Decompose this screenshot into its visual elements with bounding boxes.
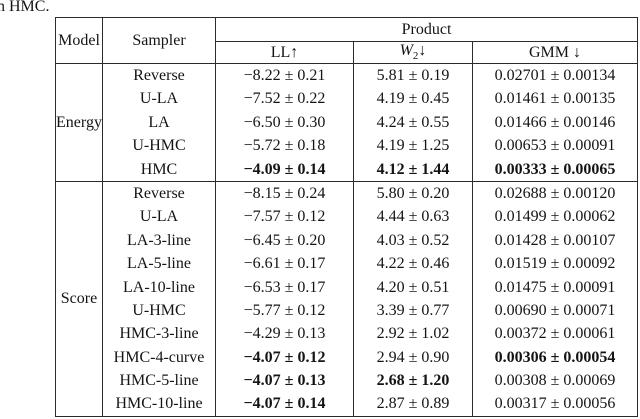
col-header-ll: LL↑ <box>215 41 354 64</box>
cell-ll: −6.45 ± 0.20 <box>215 228 354 253</box>
table-row: HMC-4-curve −4.07 ± 0.12 2.94 ± 0.90 0.0… <box>56 345 639 370</box>
cell-ll: −7.52 ± 0.22 <box>215 87 354 111</box>
table-row: Energy Reverse −8.22 ± 0.21 5.81 ± 0.19 … <box>55 63 639 182</box>
cell-ll: −4.07 ± 0.14 <box>215 392 354 417</box>
cell-ll: −4.07 ± 0.13 <box>215 369 354 393</box>
caption-fragment: n HMC. <box>0 0 50 15</box>
cell-ll: −5.72 ± 0.18 <box>215 134 354 158</box>
table-row: U-LA −7.57 ± 0.12 4.44 ± 0.63 0.01499 ± … <box>56 205 639 229</box>
cell-w2: 4.24 ± 0.55 <box>353 110 473 135</box>
cell-sampler: HMC-10-line <box>102 392 216 417</box>
results-table: Model Sampler Product LL↑ W2↓ GMM ↓ Ener… <box>55 17 639 417</box>
cell-w2: 5.81 ± 0.19 <box>353 63 473 88</box>
cell-gmm: 0.00333 ± 0.00065 <box>471 157 639 182</box>
cell-w2: 4.20 ± 0.51 <box>353 275 473 299</box>
cell-sampler: LA-3-line <box>102 228 216 253</box>
col-header-w2: W2↓ <box>353 41 473 64</box>
cell-w2: 4.22 ± 0.46 <box>353 252 473 276</box>
cell-ll: −4.07 ± 0.12 <box>215 345 354 370</box>
cell-gmm: 0.02688 ± 0.00120 <box>471 181 639 206</box>
cell-ll: −6.53 ± 0.17 <box>215 275 354 299</box>
cell-w2: 4.03 ± 0.52 <box>353 228 473 253</box>
table-row: LA-10-line −6.53 ± 0.17 4.20 ± 0.51 0.01… <box>56 275 639 299</box>
table-row: U-LA −7.52 ± 0.22 4.19 ± 0.45 0.01461 ± … <box>56 87 639 111</box>
cell-gmm: 0.01475 ± 0.00091 <box>471 275 639 299</box>
model-cell-energy: Energy <box>55 63 103 182</box>
cell-sampler: HMC-5-line <box>102 369 216 393</box>
cell-gmm: 0.00306 ± 0.00054 <box>471 345 639 370</box>
cell-sampler: Reverse <box>102 63 216 88</box>
cell-sampler: HMC <box>102 157 216 182</box>
cell-sampler: LA-10-line <box>102 275 216 299</box>
cell-sampler: LA <box>102 110 216 135</box>
table-row: HMC −4.09 ± 0.14 4.12 ± 1.44 0.00333 ± 0… <box>56 157 639 182</box>
table-row: U-HMC −5.77 ± 0.12 3.39 ± 0.77 0.00690 ±… <box>56 298 639 323</box>
table-row: U-HMC −5.72 ± 0.18 4.19 ± 1.25 0.00653 ±… <box>56 134 639 158</box>
cell-gmm: 0.00372 ± 0.00061 <box>471 322 639 346</box>
cell-ll: −6.50 ± 0.30 <box>215 110 354 135</box>
table-row: LA −6.50 ± 0.30 4.24 ± 0.55 0.01466 ± 0.… <box>56 110 639 135</box>
cell-gmm: 0.01519 ± 0.00092 <box>471 252 639 276</box>
cell-w2: 4.44 ± 0.63 <box>353 205 473 229</box>
table-row: HMC-3-line −4.29 ± 0.13 2.92 ± 1.02 0.00… <box>56 322 639 346</box>
cell-ll: −7.57 ± 0.12 <box>215 205 354 229</box>
cell-sampler: U-LA <box>102 87 216 111</box>
section-energy: Energy Reverse −8.22 ± 0.21 5.81 ± 0.19 … <box>55 63 639 182</box>
cell-ll: −4.29 ± 0.13 <box>215 322 354 346</box>
cell-sampler: Reverse <box>102 181 216 206</box>
col-header-gmm: GMM ↓ <box>471 41 639 64</box>
w2-symbol: W <box>399 42 413 60</box>
table-header: Model Sampler Product LL↑ W2↓ GMM ↓ <box>55 17 639 64</box>
cell-w2: 5.80 ± 0.20 <box>353 181 473 206</box>
cell-ll: −8.15 ± 0.24 <box>215 181 354 206</box>
model-cell-score: Score <box>55 181 103 417</box>
header-row-top: Model Sampler Product <box>55 17 639 64</box>
cell-gmm: 0.00653 ± 0.00091 <box>471 134 639 158</box>
cell-w2: 3.39 ± 0.77 <box>353 298 473 323</box>
cell-ll: −5.77 ± 0.12 <box>215 298 354 323</box>
col-header-model: Model <box>55 17 103 64</box>
col-header-sampler: Sampler <box>102 17 216 64</box>
cell-sampler: LA-5-line <box>102 252 216 276</box>
header-row-sub: LL↑ W2↓ GMM ↓ <box>56 41 639 64</box>
cell-gmm: 0.01466 ± 0.00146 <box>471 110 639 135</box>
table-row: HMC-10-line −4.07 ± 0.14 2.87 ± 0.89 0.0… <box>56 392 639 417</box>
table-row: LA-3-line −6.45 ± 0.20 4.03 ± 0.52 0.014… <box>56 228 639 253</box>
cell-gmm: 0.02701 ± 0.00134 <box>471 63 639 88</box>
cell-sampler: U-HMC <box>102 298 216 323</box>
cell-gmm: 0.00690 ± 0.00071 <box>471 298 639 323</box>
w2-subscript: 2 <box>412 50 419 63</box>
table-row: HMC-5-line −4.07 ± 0.13 2.68 ± 1.20 0.00… <box>56 369 639 393</box>
cell-ll: −6.61 ± 0.17 <box>215 252 354 276</box>
cell-sampler: U-LA <box>102 205 216 229</box>
cell-gmm: 0.01428 ± 0.00107 <box>471 228 639 253</box>
section-score: Score Reverse −8.15 ± 0.24 5.80 ± 0.20 0… <box>55 181 639 417</box>
cell-w2: 2.94 ± 0.90 <box>353 345 473 370</box>
down-arrow-icon: ↓ <box>418 42 427 60</box>
cell-sampler: HMC-3-line <box>102 322 216 346</box>
cell-gmm: 0.00308 ± 0.00069 <box>471 369 639 393</box>
cell-gmm: 0.01461 ± 0.00135 <box>471 87 639 111</box>
cell-w2: 2.92 ± 1.02 <box>353 322 473 346</box>
cell-gmm: 0.00317 ± 0.00056 <box>471 392 639 417</box>
cell-ll: −4.09 ± 0.14 <box>215 157 354 182</box>
table-row: LA-5-line −6.61 ± 0.17 4.22 ± 0.46 0.015… <box>56 252 639 276</box>
cell-ll: −8.22 ± 0.21 <box>215 63 354 88</box>
cell-w2: 4.12 ± 1.44 <box>353 157 473 182</box>
cell-w2: 4.19 ± 1.25 <box>353 134 473 158</box>
cell-w2: 2.68 ± 1.20 <box>353 369 473 393</box>
cell-sampler: HMC-4-curve <box>102 345 216 370</box>
cell-w2: 2.87 ± 0.89 <box>353 392 473 417</box>
table-row: Score Reverse −8.15 ± 0.24 5.80 ± 0.20 0… <box>55 181 639 417</box>
cell-sampler: U-HMC <box>102 134 216 158</box>
col-header-product: Product <box>214 17 639 42</box>
cell-w2: 4.19 ± 0.45 <box>353 87 473 111</box>
cell-gmm: 0.01499 ± 0.00062 <box>471 205 639 229</box>
